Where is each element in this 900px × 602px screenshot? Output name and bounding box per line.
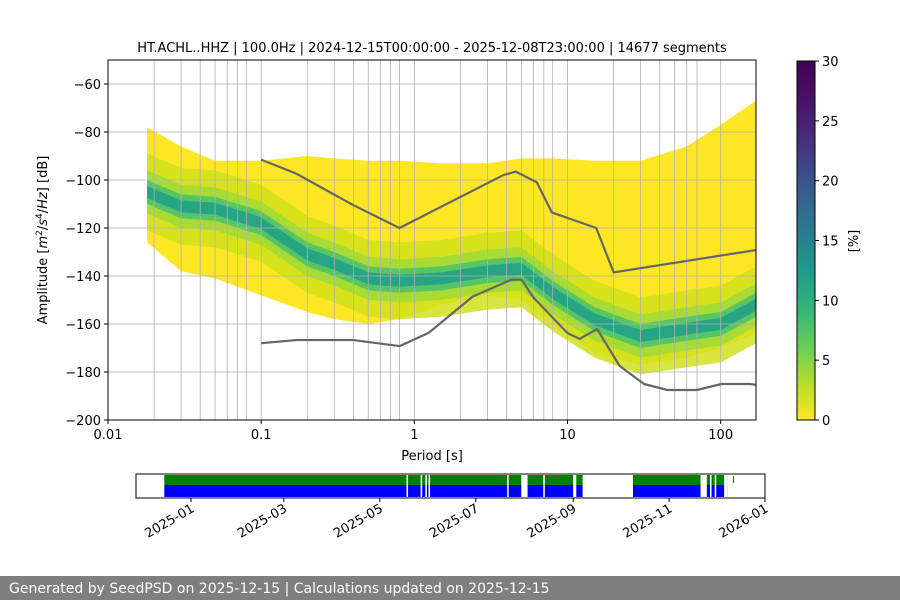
y-tick-label: −160: [65, 318, 101, 333]
colorbar-tick-label: 5: [822, 354, 830, 369]
y-axis-label-part: /: [36, 225, 51, 230]
y-axis-label-part: s: [36, 219, 51, 226]
timeline-tick-label: 2025-03: [235, 501, 290, 541]
data-availability-timeline: 2025-01 2025-03 2025-05 2025-07 2025-09 2025-…: [135, 473, 771, 542]
y-axis-label-part: Amplitude [: [36, 249, 51, 325]
chart-title: HT.ACHL..HHZ | 100.0Hz | 2024-12-15T00:0…: [137, 41, 727, 56]
colorbar-gradient: [796, 60, 816, 421]
data-gap: [507, 475, 509, 497]
data-gap: [425, 475, 427, 497]
timeline-tick-label: 2025-07: [427, 501, 482, 541]
data-gap: [406, 475, 409, 497]
footer-bar: Generated by SeedPSD on 2025-12-15 | Cal…: [0, 576, 900, 600]
psd-density-peak: [147, 186, 756, 342]
x-tick-label: 10: [559, 428, 576, 443]
timeline-tick-label: 2025-09: [525, 501, 580, 541]
colorbar-label: [%]: [847, 230, 862, 253]
data-gap: [593, 475, 615, 497]
timeline-tick-label: 2026-01: [716, 501, 771, 541]
period-gridlines: [153, 60, 722, 420]
plot-frame: [107, 59, 757, 421]
timeline-ticks: 2025-01 2025-03 2025-05 2025-07 2025-09 2025-…: [142, 498, 771, 542]
x-tick-label: 0.01: [94, 428, 123, 443]
data-gap: [521, 475, 528, 497]
used-interval: [632, 485, 728, 497]
y-axis-label-part: 4: [35, 213, 45, 219]
timeline-frame: [135, 473, 766, 499]
data-gap: [709, 475, 712, 497]
colorbar-tick-label: 15: [822, 235, 839, 250]
colorbar-ticks: 0 5 10 15 20 25 30: [815, 55, 839, 429]
colorbar: 0 5 10 15 20 25 30 [%]: [796, 55, 862, 429]
data-gap: [543, 475, 545, 497]
data-gap: [573, 475, 577, 497]
timeline-tick-label: 2025-05: [331, 501, 386, 541]
y-axis-label-part: ] [dB]: [36, 156, 51, 193]
y-tick-label: −200: [65, 414, 101, 429]
noise-model-curves: [260, 158, 756, 392]
y-tick-label: −120: [65, 222, 101, 237]
data-gap: [724, 475, 728, 497]
x-tick-label: 100: [708, 428, 733, 443]
footer-text: Generated by SeedPSD on 2025-12-15 | Cal…: [9, 581, 550, 597]
y-tick-label: −180: [65, 366, 101, 381]
amplitude-gridlines: [108, 83, 756, 420]
y-axis-label-part: 2: [35, 230, 45, 236]
available-interval: [164, 475, 583, 485]
used-interval: [164, 485, 583, 497]
noise-model-curve: [261, 278, 756, 392]
colorbar-tick-label: 10: [822, 294, 839, 309]
colorbar-tick-label: 25: [822, 115, 839, 130]
y-axis-label-part: /: [36, 208, 51, 213]
data-gap: [700, 475, 707, 497]
y-axis-label: Amplitude [m2/s4/Hz] [dB]: [35, 156, 51, 325]
y-axis-ticks: −200 −180 −160 −140 −120 −100 −80 −60: [65, 78, 108, 429]
y-tick-label: −60: [74, 78, 101, 93]
y-axis-label-part: Hz: [36, 191, 51, 209]
psd-density-band: [147, 100, 756, 375]
y-tick-label: −80: [74, 126, 101, 141]
data-gap: [428, 475, 431, 497]
data-gap: [420, 475, 423, 497]
colorbar-tick-label: 0: [822, 414, 830, 429]
x-axis-label: Period [s]: [401, 449, 463, 464]
y-tick-label: −140: [65, 270, 101, 285]
noise-model-curve: [260, 158, 756, 274]
data-gap: [617, 475, 633, 497]
psd-plot: HT.ACHL..HHZ | 100.0Hz | 2024-12-15T00:0…: [35, 41, 757, 464]
data-gap: [714, 475, 717, 497]
y-axis-label-part: m: [36, 236, 51, 249]
colorbar-tick-label: 30: [822, 55, 839, 70]
timeline-tick-label: 2025-11: [621, 501, 676, 541]
y-tick-label: −100: [65, 174, 101, 189]
colorbar-tick-label: 20: [822, 175, 839, 190]
x-tick-label: 1: [410, 428, 418, 443]
timeline-bars: [164, 475, 735, 497]
x-tick-label: 0.1: [251, 428, 272, 443]
available-interval: [632, 475, 728, 485]
timeline-tick-label: 2025-01: [142, 501, 197, 541]
x-axis-ticks: 0.01 0.1 1 10 100: [94, 420, 733, 443]
